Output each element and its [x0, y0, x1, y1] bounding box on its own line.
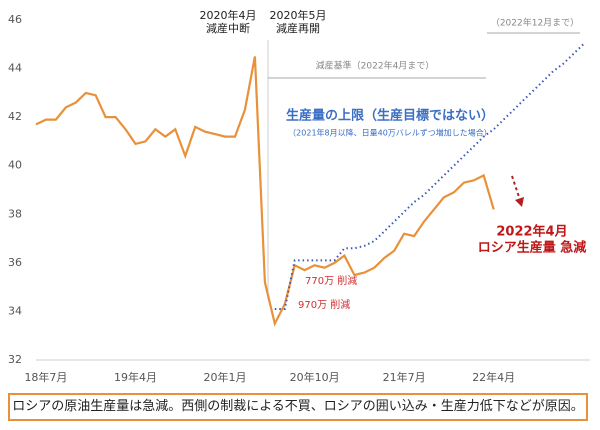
- annotation: 減産再開: [276, 21, 320, 35]
- arrow-head: [515, 197, 524, 207]
- x-tick-label: 20年1月: [204, 370, 247, 384]
- annotation: 生産量の上限（生産目標ではない）: [286, 108, 494, 124]
- x-tick-label: 19年4月: [114, 370, 157, 384]
- annotation: （2021年8月以降、日量40万バレルずつ増加した場合）: [288, 128, 492, 138]
- annotation: 2020年4月: [200, 8, 257, 22]
- y-tick-label: 40: [8, 159, 22, 172]
- chart: 2020年4月 減産中断 2020年5月 減産再開 減産基準（2022年4月まで…: [8, 8, 590, 384]
- annotation: 2022年4月: [496, 224, 567, 240]
- arrow: [511, 175, 521, 201]
- y-tick-label: 38: [8, 207, 22, 220]
- series-line: [274, 43, 584, 310]
- y-tick-label: 36: [8, 256, 22, 269]
- x-tick-label: 20年10月: [290, 370, 340, 384]
- x-tick-label: 18年7月: [24, 370, 67, 384]
- annotation: （2022年12月まで）: [491, 17, 579, 29]
- annotation: 970万 削減: [298, 298, 350, 311]
- caption: ロシアの原油生産量は急減。西側の制裁による不買、ロシアの囲い込み・生産力低下など…: [8, 393, 588, 421]
- annotation: 減産基準（2022年4月まで）: [316, 60, 435, 72]
- y-tick-label: 44: [8, 62, 22, 75]
- y-tick-label: 46: [8, 13, 22, 26]
- annotation: ロシア生産量 急減: [478, 240, 587, 256]
- y-tick-label: 32: [8, 353, 22, 366]
- x-tick-label: 22年4月: [472, 370, 515, 384]
- y-tick-label: 34: [8, 304, 22, 317]
- annotation: 2020年5月: [270, 8, 327, 22]
- annotation: 770万 削減: [305, 274, 357, 287]
- x-tick-label: 21年7月: [383, 370, 426, 384]
- annotation: 減産中断: [206, 21, 250, 35]
- y-tick-label: 42: [8, 110, 22, 123]
- series-line: [35, 56, 495, 327]
